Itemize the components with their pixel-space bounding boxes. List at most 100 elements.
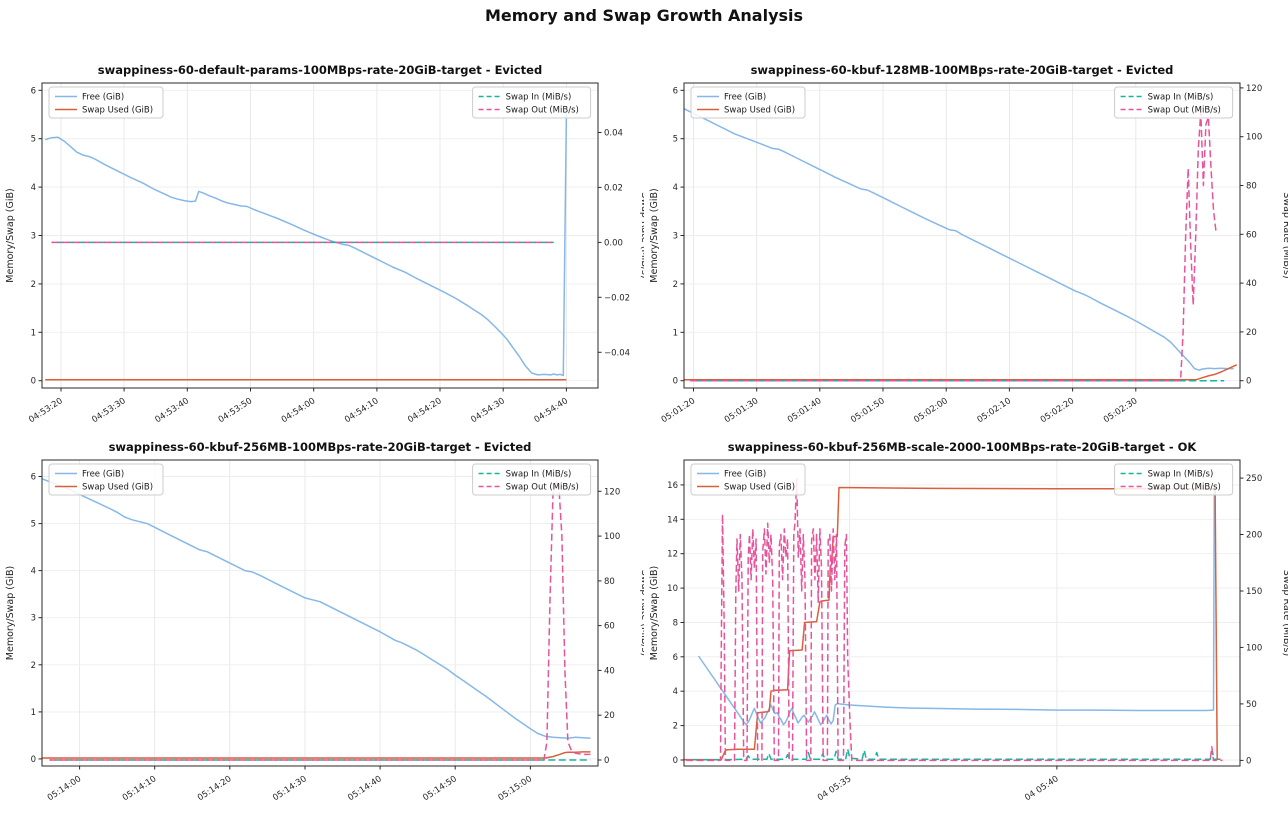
left-tick-label: 0 [31, 377, 36, 387]
right-tick-label: 80 [604, 577, 615, 587]
series-line-free [683, 108, 1234, 371]
legend-label: Swap In (MiB/s) [1148, 470, 1214, 480]
legend-label: Swap Out (MiB/s) [506, 106, 579, 116]
subplot-bottom-left: 0 1 2 3 4 5 6 0 20 40 60 80 100 120 05:14:00 05:14:10 05… [0, 435, 650, 822]
left-tick-label: 3 [673, 232, 678, 242]
right-tick-label: 80 [1246, 182, 1257, 192]
chart-title: swappiness-60-kbuf-256MB-scale-2000-100M… [728, 440, 1198, 454]
left-tick-label: 0 [31, 755, 36, 765]
right-tick-label: 0 [1246, 377, 1251, 387]
plot-border [41, 459, 599, 767]
series-line-free [41, 478, 591, 739]
chart-background [644, 435, 1288, 822]
right-tick-label: 120 [604, 487, 620, 497]
left-tick-label: 6 [673, 86, 678, 96]
left-tick-label: 5 [673, 135, 678, 145]
series-line-swap-out [686, 477, 1223, 762]
right-tick-label: 120 [1246, 84, 1262, 94]
right-tick-label: 60 [1246, 230, 1257, 240]
left-tick-label: 16 [667, 481, 678, 491]
series-line-free [697, 487, 1216, 726]
left-tick-label: 4 [673, 687, 678, 697]
left-tick-label: 0 [673, 756, 678, 766]
chart-title: swappiness-60-default-params-100MBps-rat… [98, 63, 542, 77]
left-tick-label: 5 [31, 520, 36, 530]
right-tick-label: 0.02 [604, 183, 623, 193]
legend-label: Swap Out (MiB/s) [506, 483, 579, 493]
legend-left: Free (GiB) Swap Used (GiB) [690, 463, 806, 496]
right-axis-label: Swap Rate (MiB/s) [1281, 192, 1288, 278]
series-line-free [44, 111, 568, 377]
left-tick-label: 6 [673, 653, 678, 663]
legend-right: Swap In (MiB/s) Swap Out (MiB/s) [472, 463, 592, 496]
left-tick-label: 8 [673, 619, 678, 629]
right-tick-label: 40 [1246, 279, 1257, 289]
right-tick-label: 0 [1246, 756, 1251, 766]
series-line-swap-used [684, 364, 1238, 381]
legend-right: Swap In (MiB/s) Swap Out (MiB/s) [1114, 463, 1234, 496]
series-line-swap-used [42, 751, 591, 759]
legend-left: Free (GiB) Swap Used (GiB) [48, 463, 164, 496]
left-tick-label: 5 [31, 135, 36, 145]
series-line-swap-out [49, 479, 591, 761]
left-tick-label: 4 [31, 183, 36, 193]
legend-right: Swap In (MiB/s) Swap Out (MiB/s) [472, 86, 592, 119]
right-tick-label: −0.02 [604, 293, 630, 303]
left-tick-label: 2 [673, 722, 678, 732]
left-tick-label: 1 [673, 328, 678, 338]
legend-label: Swap Out (MiB/s) [1148, 106, 1221, 116]
legend-label: Swap Used (GiB) [82, 106, 153, 116]
left-tick-label: 0 [673, 377, 678, 387]
left-tick-label: 14 [667, 515, 678, 525]
left-tick-label: 4 [31, 567, 36, 577]
left-tick-label: 3 [31, 232, 36, 242]
right-tick-label: 60 [604, 622, 615, 632]
right-tick-label: 0.04 [604, 129, 623, 139]
legend-right: Swap In (MiB/s) Swap Out (MiB/s) [1114, 86, 1234, 119]
left-axis-label: Memory/Swap (GiB) [649, 566, 660, 660]
figure-title: Memory and Swap Growth Analysis [484, 6, 804, 25]
left-tick-label: 6 [31, 473, 36, 483]
legend-label: Swap Used (GiB) [82, 483, 153, 493]
left-tick-label: 2 [673, 280, 678, 290]
right-tick-label: 20 [604, 711, 615, 721]
left-tick-label: 12 [667, 550, 678, 560]
left-tick-label: 2 [31, 280, 36, 290]
right-tick-label: 0.00 [604, 238, 623, 248]
right-tick-label: 50 [1246, 700, 1257, 710]
left-tick-label: 2 [31, 661, 36, 671]
right-tick-label: 0 [604, 756, 609, 766]
right-tick-label: 200 [1246, 531, 1262, 541]
left-tick-label: 10 [667, 584, 678, 594]
legend-label: Swap Used (GiB) [724, 483, 795, 493]
left-tick-label: 1 [31, 328, 36, 338]
right-tick-label: 20 [1246, 328, 1257, 338]
left-tick-label: 1 [31, 708, 36, 718]
legend-label: Swap In (MiB/s) [1148, 93, 1214, 103]
left-axis-label: Memory/Swap (GiB) [5, 188, 16, 282]
legend-left: Free (GiB) Swap Used (GiB) [48, 86, 164, 119]
left-tick-label: 6 [31, 86, 36, 96]
left-tick-label: 4 [673, 183, 678, 193]
chart-title: swappiness-60-kbuf-256MB-100MBps-rate-20… [109, 440, 532, 454]
subplot-bottom-right: 0 2 4 6 8 10 12 14 16 0 50 100 150 200 250 04 05:35 04 0… [644, 435, 1288, 822]
right-tick-label: 150 [1246, 587, 1262, 597]
legend-label: Free (GiB) [724, 470, 766, 480]
legend-label: Swap In (MiB/s) [506, 470, 572, 480]
chart-title: swappiness-60-kbuf-128MB-100MBps-rate-20… [751, 63, 1174, 77]
left-tick-label: 3 [31, 614, 36, 624]
left-axis-label: Memory/Swap (GiB) [5, 566, 16, 660]
right-axis-label: Swap Rate (MiB/s) [1281, 570, 1288, 656]
legend-left: Free (GiB) Swap Used (GiB) [690, 86, 806, 119]
right-tick-label: 100 [604, 532, 620, 542]
legend-label: Swap Used (GiB) [724, 106, 795, 116]
series-line-swap-in [688, 748, 1219, 761]
legend-label: Free (GiB) [724, 93, 766, 103]
subplot-top-left: 0 1 2 3 4 5 6 −0.04 −0.02 0.00 0.02 0.04 04:53:20 04:… [0, 58, 650, 445]
plot-border [683, 459, 1241, 767]
legend-label: Free (GiB) [82, 470, 124, 480]
